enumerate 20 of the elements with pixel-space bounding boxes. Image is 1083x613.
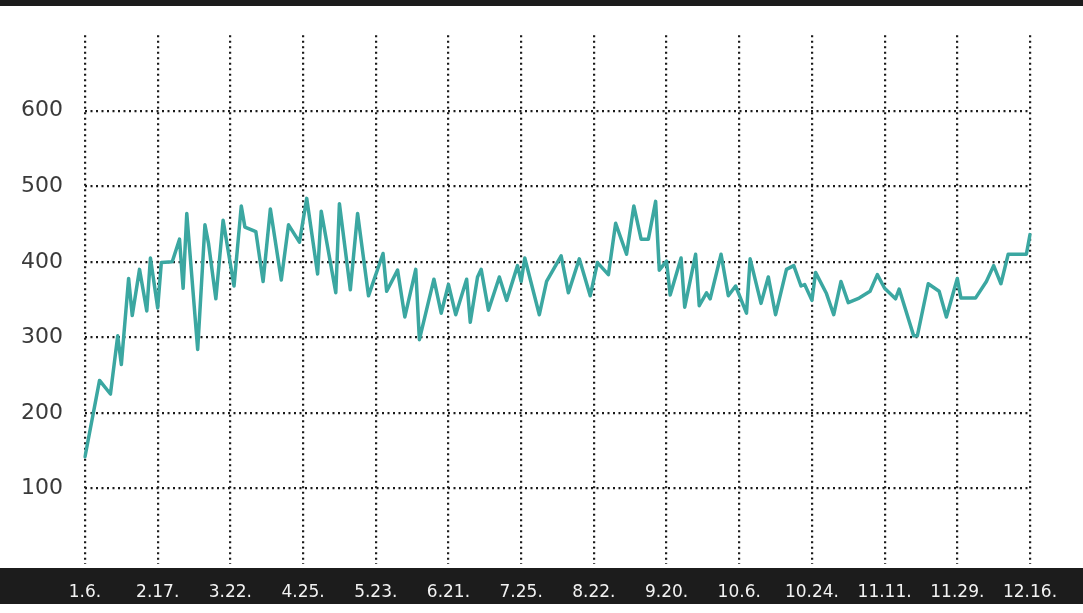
y-tick-label: 300 [21, 323, 63, 349]
x-tick-label: 10.6. [717, 580, 761, 601]
x-tick-label: 1.6. [68, 580, 102, 601]
x-tick-label: 3.22. [208, 580, 253, 601]
x-tick-label: 7.25. [499, 580, 543, 601]
x-tick-label: 11.11. [857, 580, 912, 601]
y-tick-label: 500 [21, 172, 63, 197]
y-tick-label: 200 [21, 398, 63, 424]
y-tick-label: 100 [21, 474, 63, 500]
y-tick-label: 400 [21, 247, 63, 273]
x-tick-label: 6.21. [426, 580, 471, 601]
y-tick-label: 600 [21, 96, 63, 122]
x-tick-label: 10.24. [784, 580, 839, 601]
x-tick-label: 12.16. [1002, 580, 1058, 601]
x-tick-label: 5.23. [354, 580, 398, 601]
x-tick-label: 9.20. [644, 580, 689, 601]
x-tick-label: 11.29. [930, 580, 985, 601]
x-tick-label: 4.25. [281, 580, 325, 601]
x-tick-label: 8.22. [572, 580, 616, 601]
x-tick-label: 2.17. [136, 580, 180, 601]
